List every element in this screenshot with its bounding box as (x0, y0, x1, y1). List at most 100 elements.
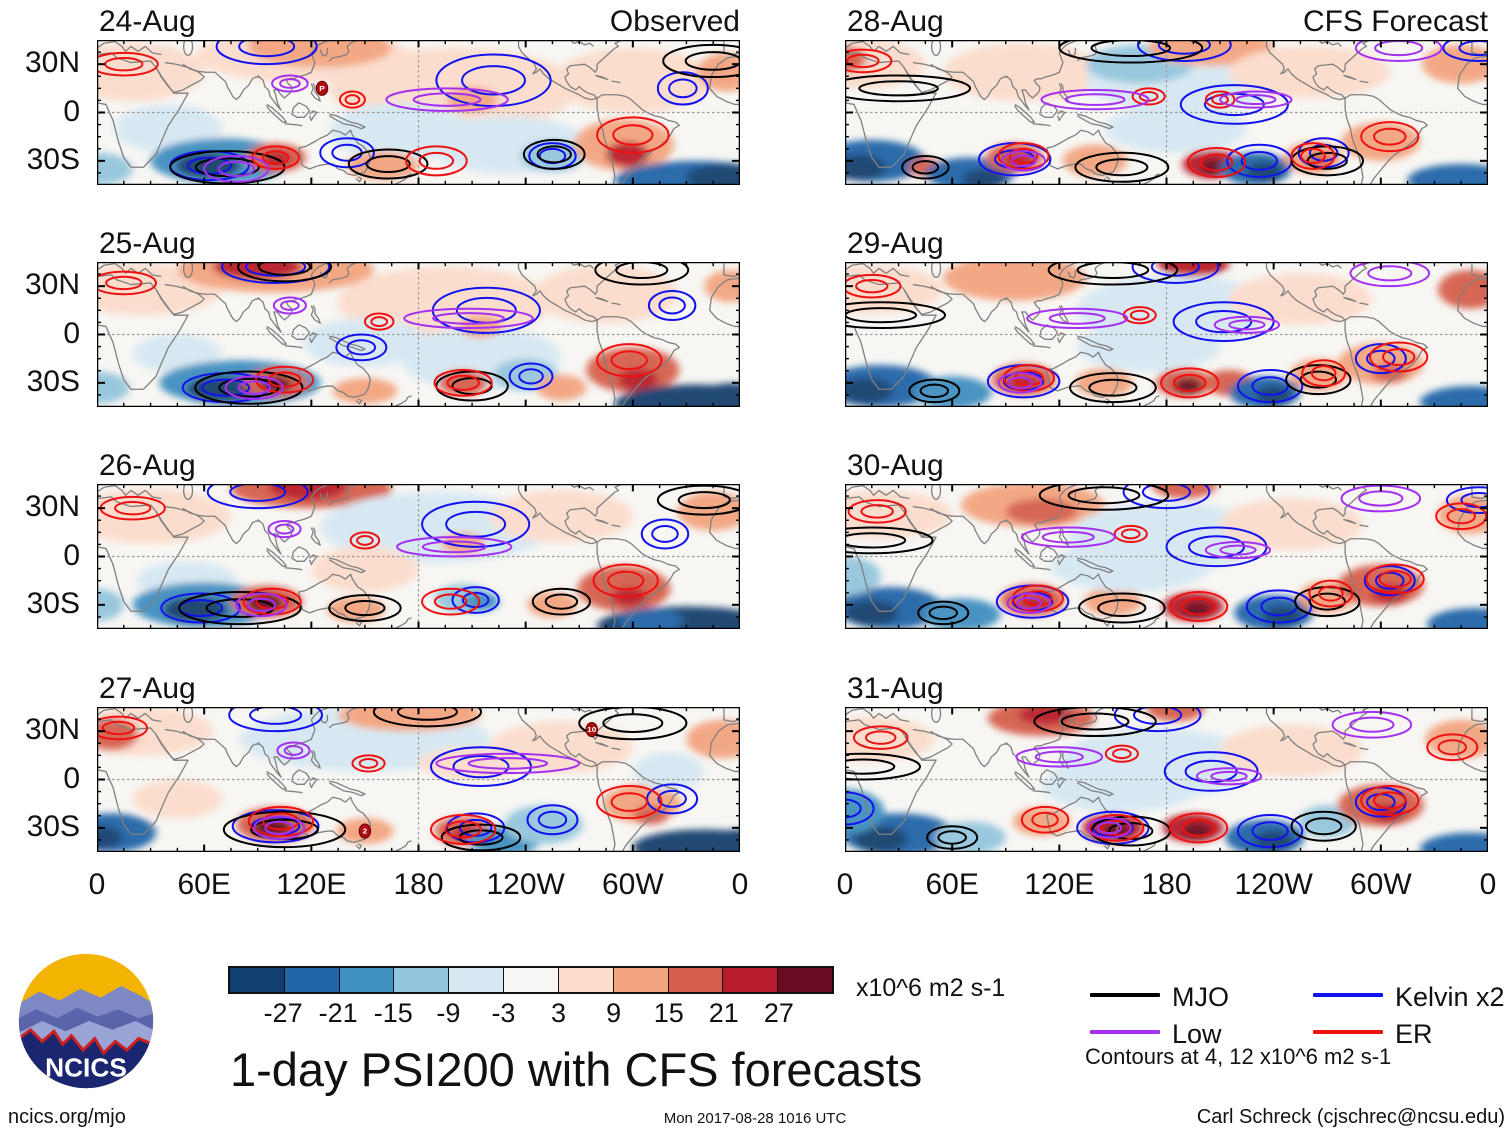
map-panel-24-Aug: P (97, 40, 740, 185)
coastlines (845, 40, 1488, 185)
x-tick-label: 60W (601, 868, 664, 901)
x-tick-label: 60E (925, 868, 979, 901)
colorbar-cell (393, 968, 449, 992)
colorbar-cell (338, 968, 394, 992)
svg-text:10: 10 (587, 726, 597, 735)
map-svg-24-Aug: P (97, 40, 740, 185)
panel-date-label: 26-Aug (99, 449, 196, 482)
colorbar-cell (557, 968, 613, 992)
map-svg-30-Aug (845, 484, 1488, 629)
colorbar-unit: x10^6 m2 s-1 (856, 974, 1006, 1002)
x-tick-label: 180 (393, 868, 444, 901)
legend-label-er: ER (1395, 1019, 1433, 1049)
colorbar-cell (722, 968, 778, 992)
svg-text:2: 2 (363, 827, 368, 836)
map-panel-30-Aug (845, 484, 1488, 629)
wave-contours (97, 707, 697, 850)
colorbar-tick-label: 15 (653, 998, 684, 1028)
panel-date-label: 24-Aug (99, 5, 196, 38)
legend-line-low (1090, 1030, 1160, 1034)
colorbar-tick-label: 27 (763, 998, 794, 1028)
y-tick-label: 30S (26, 142, 80, 176)
wave-contours (97, 262, 695, 404)
x-tick-label: 180 (1141, 868, 1192, 901)
panel-date-label: 30-Aug (847, 449, 944, 482)
x-tick-label: 120W (486, 868, 565, 901)
colorbar-cell (612, 968, 668, 992)
panel-date-label: 27-Aug (99, 672, 196, 705)
colorbar-tick-label: 3 (551, 998, 567, 1028)
anomaly-shading (845, 707, 1488, 852)
column-header-observed: Observed (609, 5, 740, 38)
x-tick-label: 0 (836, 868, 854, 901)
y-tick-label: 30N (24, 713, 80, 747)
legend-line-mjo (1090, 993, 1160, 997)
x-tick-label: 0 (731, 868, 749, 901)
map-svg-31-Aug (845, 707, 1488, 852)
map-svg-27-Aug: 10 2 (97, 707, 740, 852)
coastlines (845, 262, 1488, 407)
colorbar-cell (230, 968, 284, 992)
colorbar (228, 966, 834, 994)
logo-text: NCICS (45, 1052, 127, 1082)
map-panel-26-Aug (97, 484, 740, 629)
legend-label-kelvin: Kelvin x2 (1395, 982, 1505, 1012)
map-svg-25-Aug (97, 262, 740, 407)
colorbar-cell (503, 968, 558, 992)
colorbar-cell (777, 968, 832, 992)
tropical-cyclone-marker: 2 (359, 824, 370, 838)
ncics-logo: NCICS (18, 953, 154, 1089)
colorbar-tick-label: 9 (606, 998, 622, 1028)
panel-date-label: 28-Aug (847, 5, 944, 38)
wave-contours (101, 484, 740, 624)
footer-author: Carl Schreck (cjschrec@ncsu.edu) (1196, 1106, 1505, 1128)
footer-url: ncics.org/mjo (8, 1106, 126, 1128)
panel-date-label: 29-Aug (847, 227, 944, 260)
x-tick-label: 0 (88, 868, 106, 901)
wave-contours (97, 40, 740, 183)
map-panel-28-Aug (845, 40, 1488, 185)
x-tick-label: 120W (1234, 868, 1313, 901)
colorbar-tick-label: -15 (373, 998, 413, 1028)
map-panel-27-Aug: 10 2 (97, 707, 740, 852)
figure-title: 1-day PSI200 with CFS forecasts (230, 1043, 923, 1096)
wave-contours (845, 40, 1488, 182)
coastlines (97, 262, 740, 407)
legend-line-er (1313, 1030, 1383, 1034)
colorbar-cell (667, 968, 723, 992)
map-svg-28-Aug (845, 40, 1488, 185)
colorbar-tick-label: -21 (318, 998, 358, 1028)
map-svg-26-Aug (97, 484, 740, 629)
y-tick-label: 30N (24, 490, 80, 524)
x-tick-label: 120E (1024, 868, 1095, 901)
y-tick-label: 30S (26, 809, 80, 843)
map-panel-31-Aug (845, 707, 1488, 852)
panel-date-label: 25-Aug (99, 227, 196, 260)
colorbar-cell (283, 968, 339, 992)
colorbar-tick-label: -3 (491, 998, 516, 1028)
x-tick-label: 60E (177, 868, 231, 901)
y-tick-label: 30N (24, 46, 80, 80)
legend-label-mjo: MJO (1172, 982, 1229, 1012)
map-panel-25-Aug (97, 262, 740, 407)
y-tick-label: 0 (63, 538, 80, 572)
tropical-cyclone-marker: P (316, 81, 327, 95)
tropical-cyclone-marker: 10 (586, 722, 597, 736)
svg-text:P: P (319, 84, 324, 93)
anomaly-shading (845, 40, 1488, 185)
column-header-cfs-forecast: CFS Forecast (1302, 5, 1488, 38)
footer-timestamp: Mon 2017-08-28 1016 UTC (663, 1110, 847, 1127)
y-tick-label: 30N (24, 268, 80, 302)
colorbar-cell (448, 968, 504, 992)
x-tick-label: 120E (276, 868, 347, 901)
legend-label-low: Low (1172, 1019, 1222, 1049)
wave-contours (845, 262, 1429, 402)
y-tick-label: 30S (26, 364, 80, 398)
y-tick-label: 0 (63, 761, 80, 795)
logo-red-ridgeline (18, 1027, 154, 1056)
contour-note: Contours at 4, 12 x10^6 m2 s-1 (1085, 1044, 1392, 1069)
colorbar-tick-label: -27 (263, 998, 303, 1028)
y-tick-label: 0 (63, 316, 80, 350)
legend-line-kelvin (1313, 993, 1383, 997)
